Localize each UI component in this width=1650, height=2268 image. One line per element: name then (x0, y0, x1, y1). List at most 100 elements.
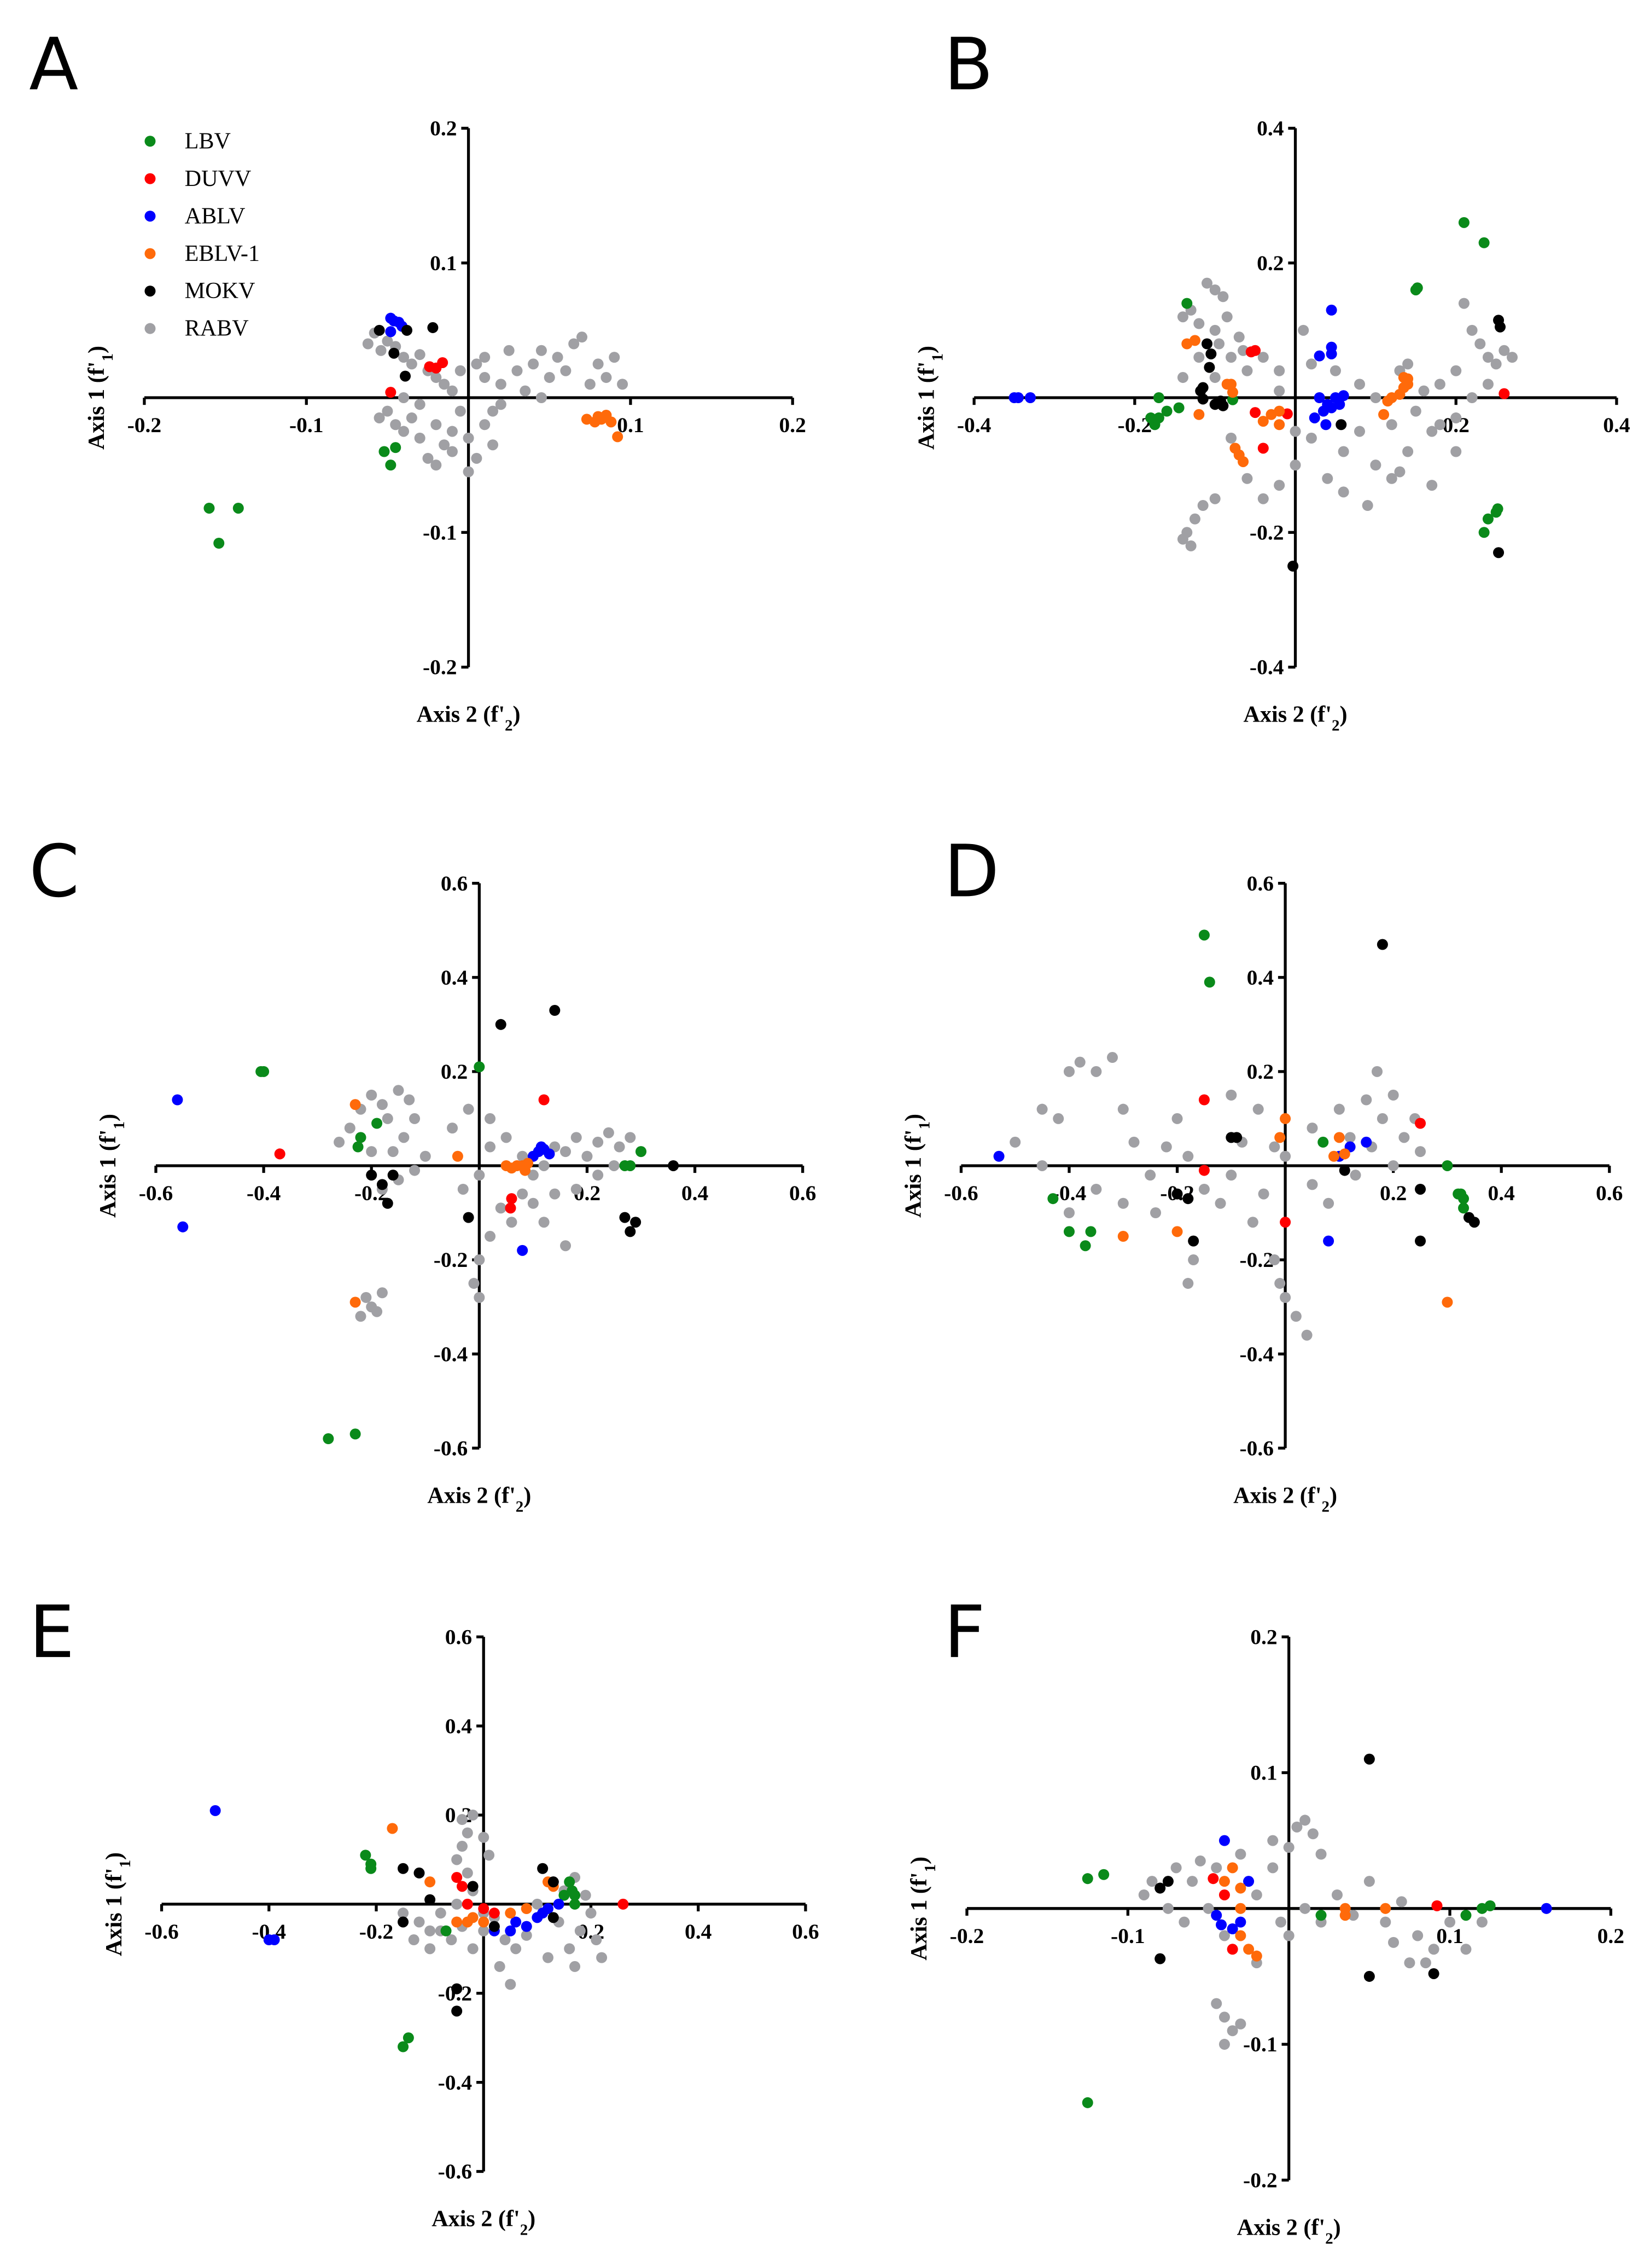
point-rabv (344, 1123, 355, 1134)
point-rabv (1363, 1876, 1375, 1887)
point-ablv (1323, 1235, 1334, 1247)
point-lbv (1181, 298, 1193, 309)
point-rabv (1444, 1916, 1456, 1928)
point-lbv (1442, 1160, 1453, 1171)
legend-marker-ablv (144, 211, 156, 222)
point-duvv (1499, 388, 1510, 399)
point-ablv (1541, 1903, 1552, 1914)
x-tick-label: 0.1 (1436, 1924, 1463, 1948)
point-rabv (462, 1867, 473, 1879)
point-eblv-1 (1274, 405, 1285, 417)
point-lbv (569, 1898, 581, 1910)
y-tick-label: 0.6 (445, 1625, 472, 1649)
point-eblv-1 (1235, 1882, 1246, 1894)
point-rabv (560, 1240, 572, 1252)
point-lbv (1317, 1136, 1329, 1148)
point-rabv (538, 1160, 550, 1171)
point-rabv (1091, 1066, 1102, 1077)
legend-label-ablv: ABLV (185, 203, 246, 229)
point-mokv (1377, 939, 1388, 950)
point-rabv (1091, 1183, 1102, 1195)
point-rabv (1338, 486, 1349, 498)
point-rabv (1307, 1828, 1319, 1840)
point-lbv (564, 1876, 575, 1888)
point-rabv (1063, 1207, 1075, 1219)
point-rabv (467, 1943, 479, 1955)
point-lbv (1082, 1873, 1093, 1885)
point-rabv (398, 1132, 410, 1143)
point-mokv (387, 1170, 399, 1181)
point-rabv (549, 1188, 561, 1200)
point-rabv (487, 439, 499, 451)
series-eblv-1 (1218, 1862, 1391, 1962)
point-rabv (608, 1160, 620, 1171)
point-rabv (1226, 352, 1237, 363)
y-tick-label: 0.1 (1250, 1761, 1277, 1785)
point-ablv (505, 1925, 516, 1936)
point-lbv (1412, 282, 1423, 294)
y-tick-label: -0.1 (1243, 2032, 1278, 2056)
point-rabv (1267, 1835, 1279, 1846)
point-rabv (1396, 1896, 1407, 1908)
series-eblv-1 (1181, 335, 1414, 467)
series-duvv (1198, 1094, 1426, 1228)
panel-c: C-0.6 -0.4 -0.2 0.2 0.4 0.60.60.40.2-0.2-0.4-… (29, 830, 816, 1515)
point-rabv (1161, 1141, 1172, 1153)
point-eblv-1 (1238, 456, 1249, 467)
point-rabv (1394, 466, 1406, 478)
y-tick-label: 0.2 (1250, 1625, 1277, 1649)
point-lbv (1484, 1900, 1496, 1911)
point-rabv (1290, 1311, 1302, 1322)
point-rabv (414, 349, 425, 360)
point-rabv (1474, 338, 1486, 350)
point-rabv (430, 460, 442, 471)
point-rabv (544, 372, 555, 383)
point-rabv (1387, 1089, 1399, 1101)
point-duvv (1227, 1944, 1238, 1955)
point-lbv (619, 1160, 631, 1171)
point-eblv-1 (1378, 409, 1390, 420)
point-rabv (398, 1908, 409, 1919)
point-rabv (592, 1170, 604, 1181)
point-rabv (456, 1841, 468, 1852)
point-rabv (1179, 1916, 1190, 1928)
y-axis-title-suffix: ) (101, 1852, 127, 1860)
y-tick-label: 0.4 (445, 1714, 473, 1738)
point-rabv (382, 405, 393, 417)
point-mokv (388, 347, 400, 359)
point-rabv (1209, 324, 1221, 336)
point-eblv-1 (1257, 416, 1269, 427)
point-duvv (1198, 1094, 1210, 1106)
point-rabv (1226, 432, 1237, 444)
y-tick-label: -0.6 (438, 2160, 473, 2184)
point-rabv (424, 1943, 436, 1955)
point-duvv (456, 1881, 468, 1892)
point-lbv (1455, 1188, 1467, 1200)
point-ablv (177, 1221, 189, 1232)
point-eblv-1 (452, 1150, 463, 1162)
y-axis-title: Axis 1 (f'1) (906, 1857, 939, 1961)
point-mokv (1363, 1753, 1375, 1765)
point-rabv (584, 379, 596, 390)
y-tick-label: 0.2 (1257, 251, 1284, 275)
point-rabv (600, 372, 612, 383)
legend-label-rabv: RABV (185, 316, 249, 341)
point-rabv (413, 1916, 425, 1928)
point-rabv (376, 1099, 388, 1110)
x-tick-label: 0.6 (792, 1920, 819, 1944)
panel-e: E-0.6-0.4-0.20.20.40.60.60.40.2-0.2-0.4-… (29, 1591, 819, 2238)
x-axis-title-suffix: ) (513, 702, 521, 728)
point-rabv (1291, 1821, 1303, 1833)
point-rabv (520, 385, 531, 397)
series-mokv (1155, 1753, 1439, 1982)
point-mokv (399, 370, 411, 382)
x-axis-title-subscript: 2 (520, 2222, 528, 2239)
x-axis-title-text: Axis 2 (f' (1244, 702, 1332, 728)
x-tick-label: -0.4 (247, 1181, 281, 1205)
point-rabv (408, 1934, 419, 1946)
point-rabv (528, 358, 539, 370)
point-rabv (1370, 392, 1381, 404)
x-tick-label: -0.2 (950, 1924, 984, 1948)
point-rabv (1460, 1944, 1472, 1955)
point-rabv (382, 335, 393, 347)
